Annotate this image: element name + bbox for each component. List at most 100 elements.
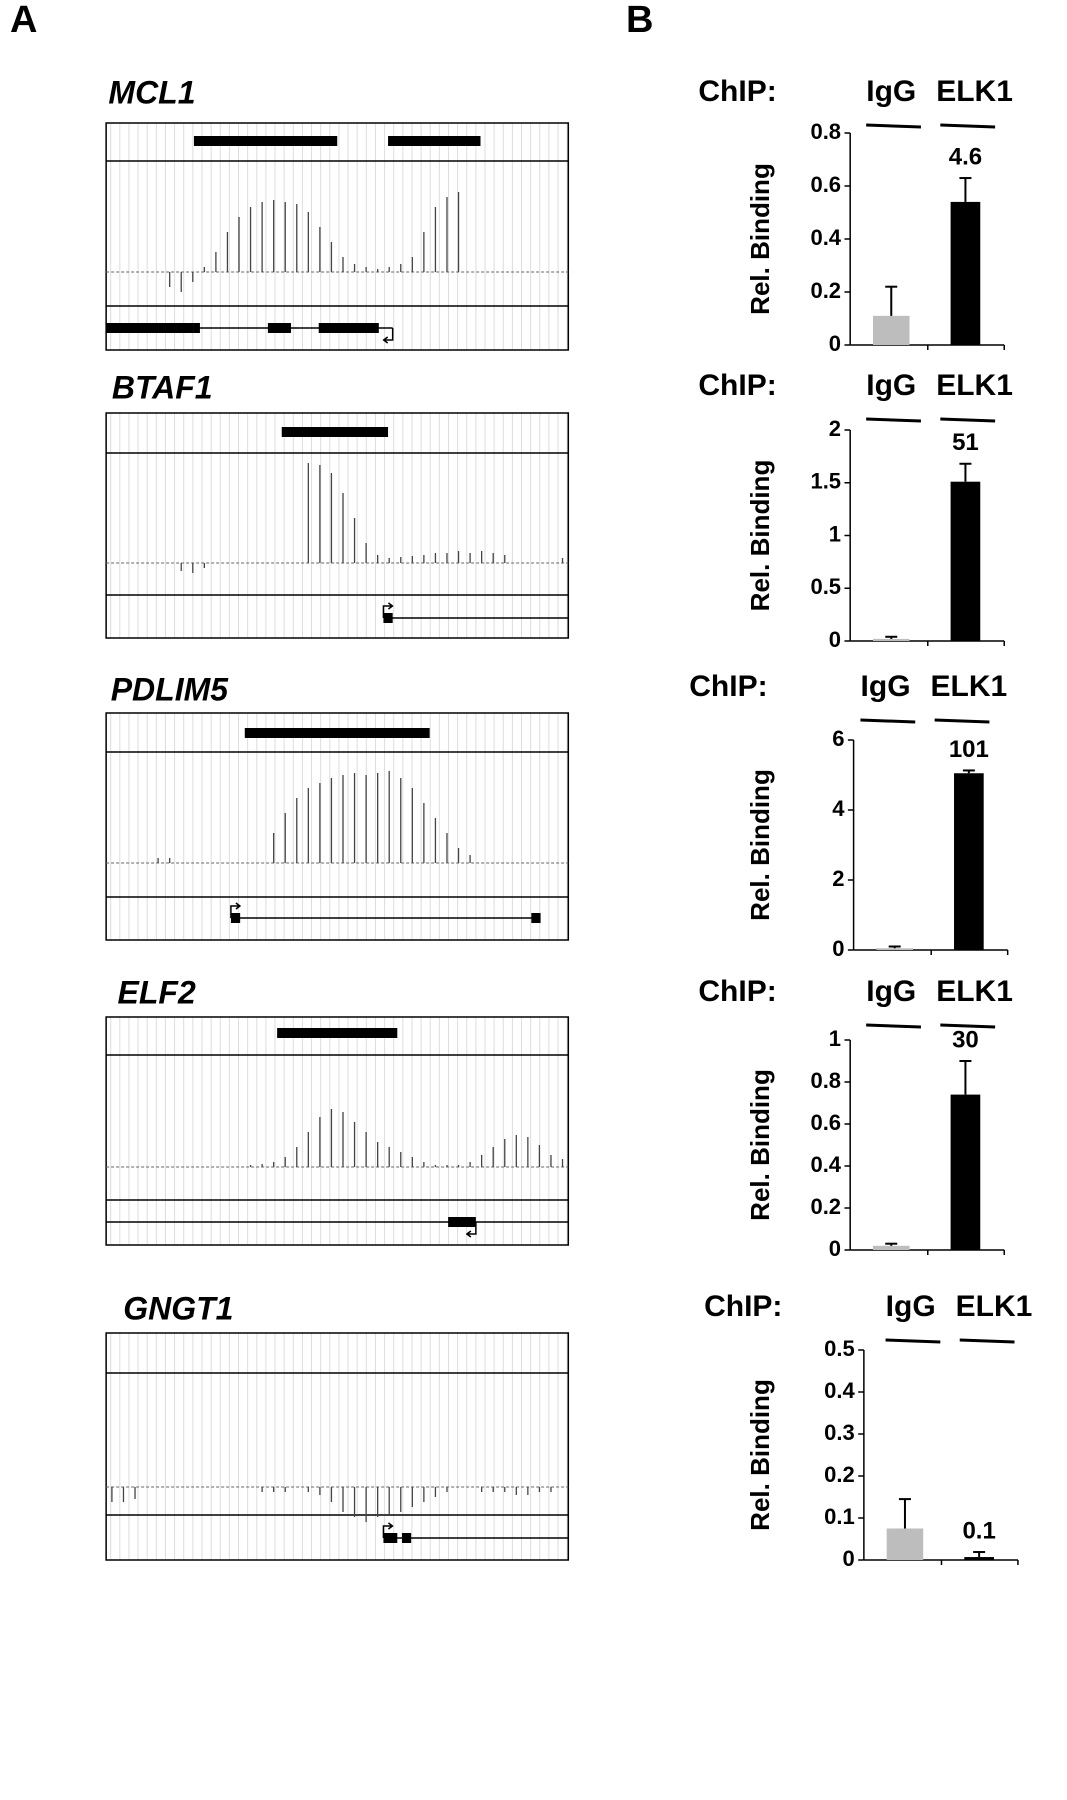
panel-label: A — [10, 0, 37, 41]
track-box — [105, 122, 570, 351]
gene-name: ELF2 — [118, 974, 196, 1010]
y-tick-label: 0 — [829, 627, 841, 652]
bar — [873, 315, 910, 345]
panel-label: B — [626, 0, 653, 41]
peak-region — [388, 136, 481, 146]
category-label: IgG — [866, 75, 916, 108]
y-tick-label: 0.3 — [824, 1420, 855, 1445]
fold-annotation: 101 — [949, 736, 989, 763]
exon — [383, 1533, 398, 1543]
bar — [950, 481, 981, 641]
fold-annotation: 30 — [952, 1026, 979, 1053]
y-tick-label: 4 — [832, 796, 845, 821]
bar — [950, 1094, 981, 1250]
y-tick-label: 0.6 — [810, 172, 841, 197]
category-underline — [934, 718, 990, 724]
gene-name: BTAF1 — [112, 369, 213, 405]
exon — [318, 323, 379, 333]
gene-name: GNGT1 — [123, 1290, 233, 1326]
track-box — [105, 1332, 570, 1561]
exon — [531, 913, 541, 923]
tss-arrow — [465, 1222, 477, 1238]
chip-label: ChIP: — [704, 1290, 782, 1323]
y-tick-label: 0.8 — [810, 1068, 841, 1093]
y-tick-label: 0.5 — [810, 574, 841, 599]
exon — [401, 1533, 412, 1543]
fold-annotation: 51 — [952, 429, 979, 456]
category-label: ELK1 — [956, 1290, 1033, 1323]
category-label: ELK1 — [936, 75, 1013, 108]
category-label: ELK1 — [936, 369, 1013, 402]
chip-label: ChIP: — [698, 369, 776, 402]
gene-name: PDLIM5 — [111, 671, 230, 707]
y-tick-label: 0.4 — [824, 1378, 855, 1403]
category-label: IgG — [866, 975, 916, 1008]
category-label: IgG — [866, 369, 916, 402]
tss-arrow — [382, 602, 394, 618]
category-underline — [940, 1023, 996, 1029]
tss-arrow — [382, 1522, 394, 1538]
exon — [106, 323, 194, 333]
bar — [876, 948, 913, 950]
y-tick-label: 0.2 — [824, 1462, 855, 1487]
fold-annotation: 0.1 — [962, 1517, 995, 1544]
y-tick-label: 0 — [842, 1546, 854, 1571]
tss-arrow — [382, 328, 394, 344]
peak-region — [281, 427, 389, 437]
category-underline — [866, 417, 921, 423]
exon — [230, 913, 241, 923]
peak-region — [193, 136, 338, 146]
bar — [964, 1557, 994, 1560]
track-box — [105, 412, 570, 639]
bar — [886, 1528, 924, 1560]
y-axis-label: Rel. Binding — [745, 1069, 775, 1221]
y-tick-label: 1.5 — [810, 469, 841, 494]
y-tick-label: 0.2 — [810, 1194, 841, 1219]
category-underline — [866, 1023, 921, 1029]
y-tick-label: 2 — [829, 416, 841, 441]
y-tick-label: 0.8 — [810, 119, 841, 144]
category-underline — [959, 1338, 1015, 1344]
y-tick-label: 6 — [832, 726, 844, 751]
peak-region — [244, 728, 430, 738]
category-underline — [940, 123, 996, 129]
y-tick-label: 0.2 — [810, 278, 841, 303]
y-tick-label: 0.4 — [810, 1152, 841, 1177]
category-label: IgG — [861, 670, 911, 703]
tss-arrow — [230, 902, 242, 918]
y-tick-label: 0 — [829, 331, 841, 356]
bar — [954, 773, 984, 950]
track-box — [105, 1016, 570, 1246]
gene-name: MCL1 — [108, 74, 195, 110]
category-label: ELK1 — [936, 975, 1013, 1008]
category-underline — [940, 417, 996, 423]
bar — [873, 638, 910, 641]
bar — [873, 1245, 910, 1250]
y-axis-label: Rel. Binding — [745, 163, 775, 315]
fold-annotation: 4.6 — [949, 143, 982, 170]
y-tick-label: 2 — [832, 866, 844, 891]
track-box — [105, 712, 570, 941]
category-label: ELK1 — [931, 670, 1008, 703]
y-tick-label: 0.5 — [824, 1336, 855, 1361]
y-tick-label: 1 — [829, 521, 841, 546]
chip-label: ChIP: — [689, 670, 767, 703]
exon — [383, 613, 393, 623]
category-underline — [866, 123, 921, 129]
category-underline — [860, 718, 916, 724]
y-tick-label: 0.1 — [824, 1504, 855, 1529]
chip-label: ChIP: — [698, 975, 776, 1008]
y-tick-label: 0.4 — [810, 225, 841, 250]
exon — [448, 1217, 476, 1227]
y-tick-label: 0.6 — [810, 1110, 841, 1135]
y-axis-label: Rel. Binding — [745, 1379, 775, 1531]
y-axis-label: Rel. Binding — [745, 460, 775, 612]
y-tick-label: 1 — [829, 1026, 841, 1051]
chip-label: ChIP: — [698, 75, 776, 108]
bar — [950, 201, 981, 345]
exon — [267, 323, 291, 333]
peak-region — [277, 1028, 398, 1038]
category-underline — [885, 1338, 941, 1344]
y-axis-label: Rel. Binding — [745, 769, 775, 921]
